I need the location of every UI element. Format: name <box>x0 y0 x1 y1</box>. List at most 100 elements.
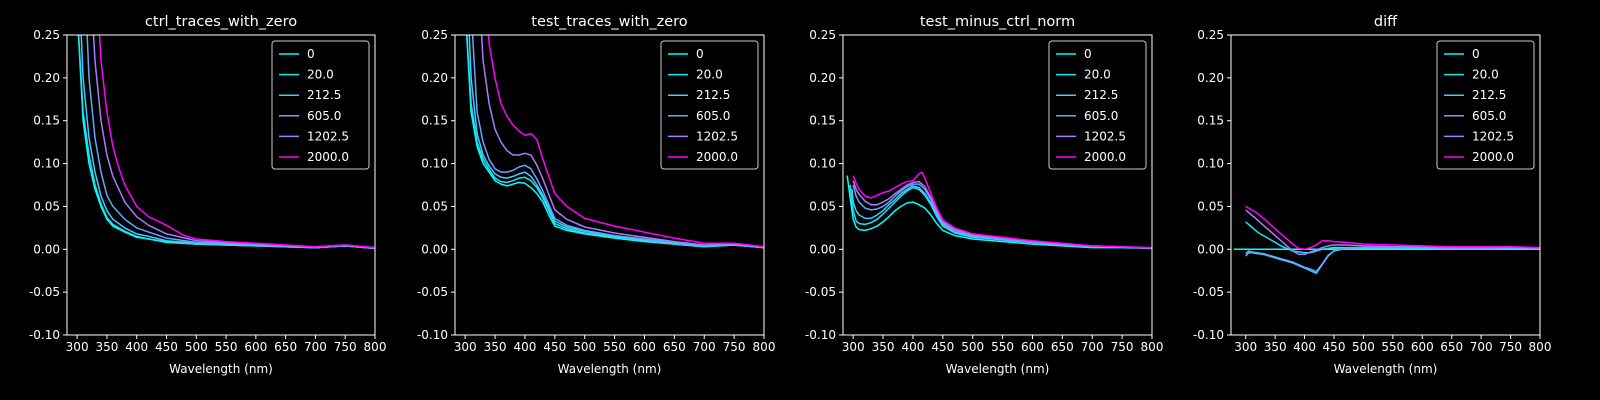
x-tick-label: 450 <box>155 340 178 354</box>
series-group <box>1233 205 1540 275</box>
legend-label: 0 <box>307 47 315 61</box>
y-tick-label: -0.05 <box>805 285 836 299</box>
y-tick-label: 0.25 <box>809 28 836 42</box>
legend-label: 605.0 <box>307 109 341 123</box>
legend: 0 20.0 212.5 605.0 1202.5 2000.0 <box>271 40 370 170</box>
x-axis-label: Wavelength (nm) <box>946 362 1050 376</box>
chart-panel-3: test_minus_ctrl_norm 300 350 400 450 500 550 60… <box>805 14 1164 376</box>
series-line-6 <box>487 35 764 248</box>
plot-frame <box>842 34 1153 336</box>
chart-title: diff <box>1374 14 1398 30</box>
x-tick-label: 750 <box>334 340 357 354</box>
plot-frame <box>454 34 765 336</box>
x-tick-label: 800 <box>753 340 776 354</box>
x-tick-label: 350 <box>872 340 895 354</box>
plot-frame <box>1230 34 1541 336</box>
legend-label: 2000.0 <box>1084 150 1126 164</box>
x-tick-label: 450 <box>1323 340 1346 354</box>
x-tick-label: 750 <box>1111 340 1134 354</box>
legend-label: 20.0 <box>1084 68 1111 82</box>
series-line-5 <box>1245 209 1540 256</box>
x-tick-label: 800 <box>364 340 387 354</box>
y-tick-label: -0.05 <box>1193 285 1224 299</box>
series-group <box>465 35 764 249</box>
x-tick-label: 550 <box>991 340 1014 354</box>
x-tick-label: 550 <box>1381 340 1404 354</box>
y-tick-label: 0.25 <box>1197 28 1224 42</box>
plot-frame <box>66 34 376 336</box>
y-tick-label: 0.15 <box>421 114 448 128</box>
x-tick-label: 700 <box>1470 340 1493 354</box>
chart-title: ctrl_traces_with_zero <box>145 14 297 30</box>
y-tick-label: 0.00 <box>809 242 836 256</box>
legend-label: 20.0 <box>1472 68 1499 82</box>
x-tick-label: 750 <box>1499 340 1522 354</box>
x-tick-label: 450 <box>931 340 954 354</box>
x-axis-label: Wavelength (nm) <box>169 362 273 376</box>
x-tick-label: 600 <box>1021 340 1044 354</box>
x-tick-label: 300 <box>842 340 865 354</box>
x-tick-label: 600 <box>244 340 267 354</box>
series-line-3 <box>1245 246 1540 275</box>
series-line-4 <box>1245 246 1540 273</box>
y-tick-label: -0.10 <box>417 328 448 342</box>
x-tick-label: 350 <box>484 340 507 354</box>
chart-panel-1: ctrl_traces_with_zero 300 350 400 450 500 550 6… <box>29 14 387 376</box>
y-tick-label: 0.05 <box>33 199 60 213</box>
x-tick-label: 400 <box>1293 340 1316 354</box>
y-tick-label: 0.10 <box>1197 157 1224 171</box>
chart-panel-2: test_traces_with_zero 300 350 400 450 500 550 6… <box>417 14 776 376</box>
x-tick-label: 700 <box>693 340 716 354</box>
y-tick-label: 0.10 <box>421 157 448 171</box>
legend-label: 212.5 <box>307 88 341 102</box>
series-line-4 <box>471 35 764 249</box>
x-tick-label: 300 <box>66 340 89 354</box>
y-tick-label: 0.25 <box>421 28 448 42</box>
x-tick-label: 500 <box>573 340 596 354</box>
x-tick-label: 700 <box>304 340 327 354</box>
y-tick-label: 0.10 <box>809 157 836 171</box>
x-tick-label: 600 <box>1411 340 1434 354</box>
legend-label: 20.0 <box>696 68 723 82</box>
x-tick-label: 500 <box>1352 340 1375 354</box>
legend-label: 2000.0 <box>1472 150 1514 164</box>
x-tick-label: 350 <box>95 340 118 354</box>
legend: 0 20.0 212.5 605.0 1202.5 2000.0 <box>1436 40 1535 170</box>
legend-label: 212.5 <box>1472 88 1506 102</box>
y-tick-label: 0.20 <box>33 71 60 85</box>
chart-panel-4: diff 300 350 400 450 500 550 600 650 700 750 800 -0.… <box>1193 14 1552 376</box>
x-axis-label: Wavelength (nm) <box>1334 362 1438 376</box>
y-tick-label: 0.05 <box>809 199 836 213</box>
y-tick-label: 0.00 <box>421 242 448 256</box>
x-tick-label: 350 <box>1264 340 1287 354</box>
y-tick-label: 0.15 <box>809 114 836 128</box>
x-tick-label: 500 <box>961 340 984 354</box>
x-tick-label: 650 <box>274 340 297 354</box>
legend-label: 0 <box>1472 47 1480 61</box>
y-tick-label: -0.05 <box>29 285 60 299</box>
y-tick-label: 0.05 <box>421 199 448 213</box>
y-tick-label: -0.10 <box>1193 328 1224 342</box>
x-tick-label: 700 <box>1081 340 1104 354</box>
y-tick-label: 0.05 <box>1197 199 1224 213</box>
series-line-4 <box>86 35 375 250</box>
series-line-6 <box>852 171 1152 249</box>
series-line-3 <box>468 35 764 249</box>
x-tick-label: 400 <box>513 340 536 354</box>
y-tick-label: 0.20 <box>809 71 836 85</box>
x-tick-label: 750 <box>723 340 746 354</box>
y-tick-label: 0.00 <box>1197 242 1224 256</box>
series-line-6 <box>1245 205 1540 251</box>
x-tick-label: 400 <box>901 340 924 354</box>
x-axis-label: Wavelength (nm) <box>558 362 662 376</box>
x-tick-label: 650 <box>1440 340 1463 354</box>
y-tick-label: 0.15 <box>33 114 60 128</box>
y-tick-label: -0.05 <box>417 285 448 299</box>
legend-label: 605.0 <box>696 109 730 123</box>
legend: 0 20.0 212.5 605.0 1202.5 2000.0 <box>660 40 759 170</box>
series-group <box>77 35 375 250</box>
y-tick-label: 0.20 <box>421 71 448 85</box>
x-tick-label: 300 <box>454 340 477 354</box>
legend-label: 0 <box>1084 47 1092 61</box>
